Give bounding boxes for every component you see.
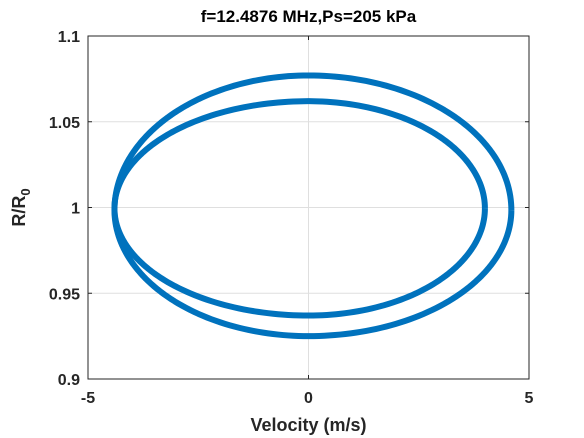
y-tick-label: 1.1 bbox=[58, 29, 80, 46]
y-axis-label-subscript: 0 bbox=[18, 188, 33, 195]
chart-title: f=12.4876 MHz,Ps=205 kPa bbox=[201, 7, 417, 26]
x-axis-label: Velocity (m/s) bbox=[250, 415, 366, 435]
y-tick-label: 0.95 bbox=[49, 286, 80, 303]
x-tick-label: 0 bbox=[304, 390, 313, 407]
y-tick-labels: 0.9 0.95 1 1.05 1.1 bbox=[49, 29, 80, 389]
y-axis-label: R/R0 bbox=[9, 188, 33, 226]
x-tick-labels: -5 0 5 bbox=[81, 390, 534, 407]
y-tick-label: 0.9 bbox=[58, 372, 80, 389]
y-axis-label-main: R/R bbox=[9, 196, 29, 227]
y-tick-label: 1 bbox=[71, 201, 80, 218]
data-series bbox=[111, 72, 515, 340]
tick-marks bbox=[87, 35, 530, 380]
x-tick-label: 5 bbox=[525, 390, 534, 407]
y-tick-label: 1.05 bbox=[49, 115, 80, 132]
x-tick-label: -5 bbox=[81, 390, 95, 407]
trajectory-loop-2 bbox=[111, 98, 488, 319]
